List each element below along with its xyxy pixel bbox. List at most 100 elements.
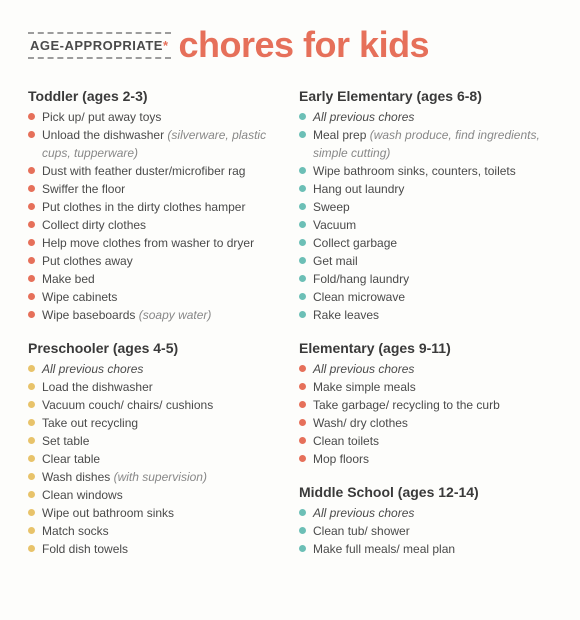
chore-item: Load the dishwasher [28,378,281,396]
right-column: Early Elementary (ages 6-8) All previous … [299,88,552,574]
chore-item: Wash/ dry clothes [299,414,552,432]
chore-text: Rake leaves [313,308,379,322]
section-title: Early Elementary (ages 6-8) [299,88,552,104]
chore-list: All previous chores Clean tub/ shower Make… [299,504,552,558]
chore-text: Help move clothes from washer to dryer [42,236,254,250]
chore-text: All previous chores [313,506,414,520]
chore-item: Mop floors [299,450,552,468]
chore-item: Set table [28,432,281,450]
chore-item: Meal prep (wash produce, find ingredient… [299,126,552,162]
chore-text: Vacuum couch/ chairs/ cushions [42,398,213,412]
chore-text: All previous chores [42,362,143,376]
section: Elementary (ages 9-11) All previous chore… [299,340,552,468]
chore-text: Make bed [42,272,95,286]
chore-list: All previous chores Meal prep (wash produ… [299,108,552,324]
chore-text: Clean tub/ shower [313,524,410,538]
chore-text: Wipe bathroom sinks, counters, toilets [313,164,516,178]
chore-text: Load the dishwasher [42,380,153,394]
chore-item: Vacuum couch/ chairs/ cushions [28,396,281,414]
asterisk: * [163,38,169,53]
chore-item: Collect dirty clothes [28,216,281,234]
section-title: Preschooler (ages 4-5) [28,340,281,356]
section: Toddler (ages 2-3) Pick up/ put away toys… [28,88,281,324]
chore-item: Fold/hang laundry [299,270,552,288]
prefix-text: AGE-APPROPRIATE [30,38,163,53]
chore-text: Take out recycling [42,416,138,430]
section-title: Elementary (ages 9-11) [299,340,552,356]
chore-list: Pick up/ put away toys Unload the dishwas… [28,108,281,324]
main-title: chores for kids [179,24,430,66]
chore-item: Make full meals/ meal plan [299,540,552,558]
chore-item: Wipe bathroom sinks, counters, toilets [299,162,552,180]
chore-text: Wipe baseboards [42,308,135,322]
chore-item: Rake leaves [299,306,552,324]
chore-text: Sweep [313,200,350,214]
chore-text: Swiffer the floor [42,182,125,196]
chore-item: Help move clothes from washer to dryer [28,234,281,252]
columns: Toddler (ages 2-3) Pick up/ put away toys… [28,88,552,574]
chore-paren: (with supervision) [110,470,207,484]
section: Early Elementary (ages 6-8) All previous … [299,88,552,324]
chore-text: Dust with feather duster/microfiber rag [42,164,245,178]
chore-item: All previous chores [28,360,281,378]
chore-item: Hang out laundry [299,180,552,198]
chore-text: Clear table [42,452,100,466]
chore-paren: (soapy water) [135,308,211,322]
chore-text: Clean windows [42,488,123,502]
chore-item: Put clothes in the dirty clothes hamper [28,198,281,216]
chore-text: Vacuum [313,218,356,232]
chore-item: Wipe baseboards (soapy water) [28,306,281,324]
chore-text: Fold dish towels [42,542,128,556]
section-title: Middle School (ages 12-14) [299,484,552,500]
chore-list: All previous chores Load the dishwasher Va… [28,360,281,558]
chore-text: All previous chores [313,362,414,376]
chore-item: Collect garbage [299,234,552,252]
chore-text: Take garbage/ recycling to the curb [313,398,500,412]
chore-item: Match socks [28,522,281,540]
chore-text: Hang out laundry [313,182,404,196]
chore-item: Clean microwave [299,288,552,306]
chore-text: Wash/ dry clothes [313,416,408,430]
chore-text: Match socks [42,524,109,538]
chore-text: Wash dishes [42,470,110,484]
section: Preschooler (ages 4-5) All previous chore… [28,340,281,558]
chore-text: All previous chores [313,110,414,124]
chore-text: Set table [42,434,89,448]
chore-item: Take out recycling [28,414,281,432]
chore-text: Put clothes away [42,254,133,268]
chore-item: Clean toilets [299,432,552,450]
chore-text: Collect dirty clothes [42,218,146,232]
chore-item: Take garbage/ recycling to the curb [299,396,552,414]
chore-text: Pick up/ put away toys [42,110,161,124]
chore-item: All previous chores [299,108,552,126]
chore-item: All previous chores [299,360,552,378]
chore-item: Sweep [299,198,552,216]
section: Middle School (ages 12-14) All previous c… [299,484,552,558]
chore-item: Get mail [299,252,552,270]
header: AGE-APPROPRIATE* chores for kids [28,24,552,66]
chore-text: Put clothes in the dirty clothes hamper [42,200,245,214]
chore-text: Fold/hang laundry [313,272,409,286]
chore-item: Vacuum [299,216,552,234]
chore-text: Make simple meals [313,380,416,394]
chore-item: Wipe out bathroom sinks [28,504,281,522]
chore-text: Wipe out bathroom sinks [42,506,174,520]
chore-text: Meal prep [313,128,366,142]
section-title: Toddler (ages 2-3) [28,88,281,104]
chore-text: Make full meals/ meal plan [313,542,455,556]
chore-item: Unload the dishwasher (silverware, plast… [28,126,281,162]
chore-text: Unload the dishwasher [42,128,164,142]
chore-item: Wash dishes (with supervision) [28,468,281,486]
chore-text: Clean toilets [313,434,379,448]
chore-text: Wipe cabinets [42,290,117,304]
header-prefix: AGE-APPROPRIATE* [28,32,171,59]
chore-item: Make simple meals [299,378,552,396]
chore-text: Get mail [313,254,358,268]
chore-text: Mop floors [313,452,369,466]
chore-item: Clear table [28,450,281,468]
chore-text: Clean microwave [313,290,405,304]
chore-item: Fold dish towels [28,540,281,558]
chore-item: Dust with feather duster/microfiber rag [28,162,281,180]
chore-item: Clean windows [28,486,281,504]
chore-item: Swiffer the floor [28,180,281,198]
